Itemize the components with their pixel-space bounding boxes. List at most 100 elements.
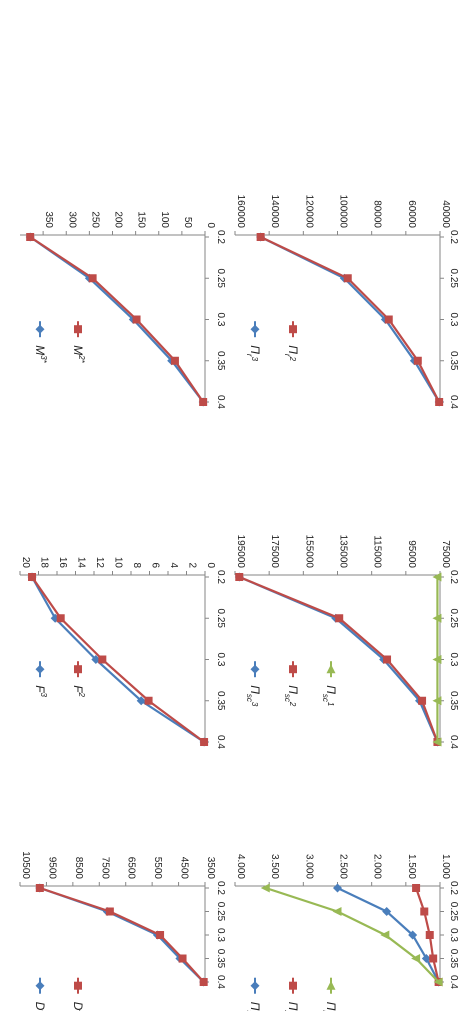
data-point (413, 356, 422, 365)
data-point (432, 613, 442, 623)
x-tick-label: 0.2 (215, 230, 226, 244)
x-tick-label: 0.2 (215, 881, 226, 895)
y-tick-label: 0 (205, 222, 216, 228)
y-tick-label: 175000 (269, 535, 280, 569)
y-tick-label: 18 (39, 557, 50, 569)
data-point (382, 907, 392, 916)
legend-label: Πsc3 (245, 685, 262, 707)
chart-panel-3: 3500 4500 5500 6500 7500 8500 9500 10500 0.2 0.25… (19, 851, 226, 1011)
legend-marker (289, 665, 297, 674)
y-tick-label: 6500 (126, 857, 137, 880)
data-point (383, 655, 392, 664)
legend-marker (35, 981, 45, 991)
data-point (408, 930, 418, 940)
x-tick-label: 0.3 (448, 313, 459, 327)
data-point (235, 573, 244, 581)
series-1 (333, 883, 444, 987)
y-tick-label: 300 (66, 211, 77, 228)
x-tick-label: 0.4 (448, 395, 459, 409)
y-tick-label: 60000 (406, 200, 417, 228)
data-point (421, 954, 431, 963)
y-tick-label: 350 (43, 211, 54, 228)
legend-entry: M3* (33, 321, 48, 364)
legend-entry: Πsc3/Πsc0 (245, 977, 263, 1011)
data-point (256, 233, 265, 241)
legend-marker (35, 664, 45, 674)
x-tick-label: 0.35 (448, 351, 459, 371)
series-2 (35, 884, 208, 986)
chart-panel-5: 75000 95000 115000 135000 155000 175000 195000… (234, 535, 459, 749)
data-point (178, 954, 187, 963)
y-tick-label: 195000 (235, 535, 246, 569)
y-tick-label: 10500 (20, 851, 31, 879)
legend-label: Πsc1 (321, 685, 338, 706)
y-tick-label: 3.000 (303, 854, 314, 879)
data-point (98, 655, 107, 664)
y-tick-label: 8500 (73, 857, 84, 880)
series-1 (256, 232, 444, 407)
series-1 (25, 232, 208, 407)
legend-entry: D2 (71, 977, 86, 1011)
series-3 (432, 572, 442, 747)
series-line (29, 236, 205, 403)
legend-marker (289, 981, 297, 990)
data-point (435, 398, 444, 406)
y-tick-label: 9500 (46, 857, 57, 880)
data-point (105, 907, 114, 916)
y-tick-label: 1.500 (406, 854, 417, 879)
x-tick-label: 0.35 (215, 949, 226, 969)
y-tick-label: 20 (20, 557, 31, 569)
x-tick-label: 0.35 (215, 351, 226, 371)
data-point (156, 931, 165, 939)
data-point (88, 274, 97, 283)
y-tick-label: 75000 (440, 540, 451, 568)
y-tick-label: 100000 (338, 195, 349, 229)
x-tick-label: 0.4 (448, 975, 459, 989)
y-tick-label: 100 (159, 211, 170, 228)
legend-label: D2 (71, 1002, 86, 1011)
legend-marker (74, 325, 82, 334)
chart-panel-2: 0 2 4 6 8 10 12 14 16 18 20 0.2 0.25 0.3 0.35 0.4 F3 F2 (19, 557, 226, 749)
x-tick-label: 0.4 (215, 975, 226, 989)
chart-panel-4: 40000 60000 80000 100000 120000 140000 160000 0… (234, 195, 459, 409)
data-point (432, 737, 442, 747)
x-tick-label: 0.35 (215, 691, 226, 711)
y-tick-label: 8 (131, 562, 142, 568)
data-point (343, 274, 352, 283)
y-tick-label: 115000 (372, 535, 383, 568)
series-2 (26, 233, 208, 406)
y-tick-label: 3500 (205, 857, 216, 880)
legend-label: Πr2 (283, 345, 300, 361)
legend-label: M2* (71, 345, 86, 363)
y-tick-label: 1.000 (440, 854, 451, 879)
x-tick-label: 0.25 (448, 902, 459, 922)
data-point (56, 614, 65, 623)
data-point (170, 356, 179, 365)
data-point (432, 696, 442, 706)
legend-label: F3 (33, 685, 48, 697)
data-point (433, 977, 443, 987)
legend-entry: F2 (71, 661, 86, 698)
legend-entry: Πsc1 (321, 661, 338, 706)
legend-label: F2 (71, 685, 86, 697)
x-tick-label: 0.25 (215, 902, 226, 922)
y-tick-label: 120000 (303, 195, 314, 229)
data-point (380, 930, 390, 940)
series-line (39, 886, 205, 983)
y-tick-label: 200 (113, 211, 124, 228)
x-tick-label: 0.3 (448, 653, 459, 667)
legend-label: Πr3/Πr0 (321, 1002, 339, 1011)
series-line (260, 236, 441, 403)
data-point (28, 573, 37, 581)
series-1 (234, 572, 442, 747)
x-tick-label: 0.2 (448, 570, 459, 584)
legend-entry: Πr3 (245, 321, 262, 362)
y-tick-label: 95000 (406, 540, 417, 568)
legend-label: Πsc3/Πsc0 (245, 1002, 263, 1011)
legend-label: Πsc2 (283, 685, 300, 707)
data-point (425, 931, 434, 939)
legend-entry: Πr2 (283, 321, 300, 362)
legend-marker (250, 324, 260, 334)
chart-panel-1: 0 50 100 150 200 250 300 350 0.2 0.25 0.3 0.35 0.4 M3… (20, 211, 226, 409)
